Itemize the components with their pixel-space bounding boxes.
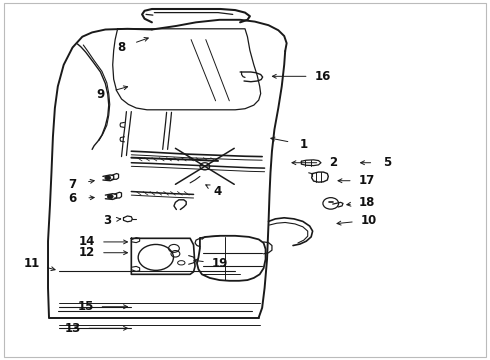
Text: 7: 7 — [69, 178, 76, 191]
Text: 19: 19 — [211, 257, 228, 270]
Text: 12: 12 — [79, 246, 96, 259]
Text: 6: 6 — [69, 192, 76, 205]
Circle shape — [107, 194, 113, 199]
Text: 2: 2 — [329, 156, 337, 169]
Text: 15: 15 — [77, 300, 94, 313]
Text: 11: 11 — [24, 257, 40, 270]
Text: 8: 8 — [118, 41, 125, 54]
Text: 3: 3 — [103, 214, 111, 227]
Circle shape — [105, 176, 111, 180]
Text: 16: 16 — [314, 70, 331, 83]
Text: 18: 18 — [358, 196, 375, 209]
Text: 13: 13 — [64, 322, 81, 335]
Text: 9: 9 — [97, 88, 104, 101]
Text: 5: 5 — [383, 156, 391, 169]
Text: 1: 1 — [300, 138, 308, 151]
Text: 17: 17 — [358, 174, 375, 187]
Text: 10: 10 — [360, 214, 377, 227]
Text: 14: 14 — [79, 235, 96, 248]
Text: 4: 4 — [214, 185, 222, 198]
